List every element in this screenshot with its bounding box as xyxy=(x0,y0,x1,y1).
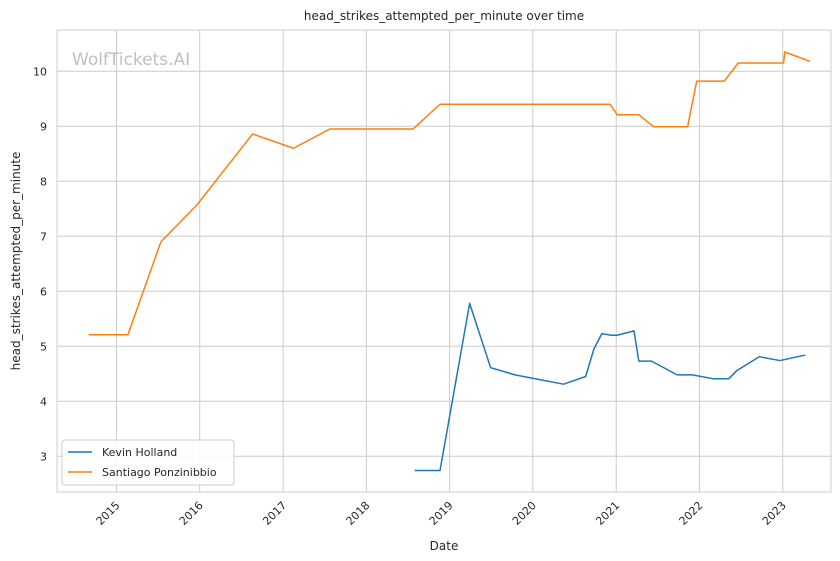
y-axis-label: head_strikes_attempted_per_minute xyxy=(9,152,23,371)
chart-title: head_strikes_attempted_per_minute over t… xyxy=(304,9,584,23)
x-axis-label: Date xyxy=(430,539,459,553)
y-tick-labels: 3 4 5 6 7 8 9 10 xyxy=(33,65,47,463)
watermark-text: WolfTickets.AI xyxy=(72,50,190,70)
legend-label: Santiago Ponzinibbio xyxy=(102,466,217,479)
legend-label: Kevin Holland xyxy=(102,446,177,459)
series xyxy=(88,51,811,472)
y-tick-label: 9 xyxy=(40,120,47,133)
grid xyxy=(57,30,831,492)
y-tick-label: 3 xyxy=(40,450,47,463)
y-tick-label: 5 xyxy=(40,340,47,353)
plot-frame xyxy=(56,29,832,493)
y-tick-label: 6 xyxy=(40,285,47,298)
series-line-kevin-holland xyxy=(414,302,806,472)
y-tick-label: 8 xyxy=(40,175,47,188)
y-tick-label: 4 xyxy=(40,395,47,408)
y-tick-label: 10 xyxy=(33,65,47,78)
legend-box xyxy=(61,439,235,486)
legend: Kevin Holland Santiago Ponzinibbio xyxy=(61,439,235,486)
y-tick-label: 7 xyxy=(40,230,47,243)
series-line-santiago-ponzinibbio xyxy=(88,51,811,336)
